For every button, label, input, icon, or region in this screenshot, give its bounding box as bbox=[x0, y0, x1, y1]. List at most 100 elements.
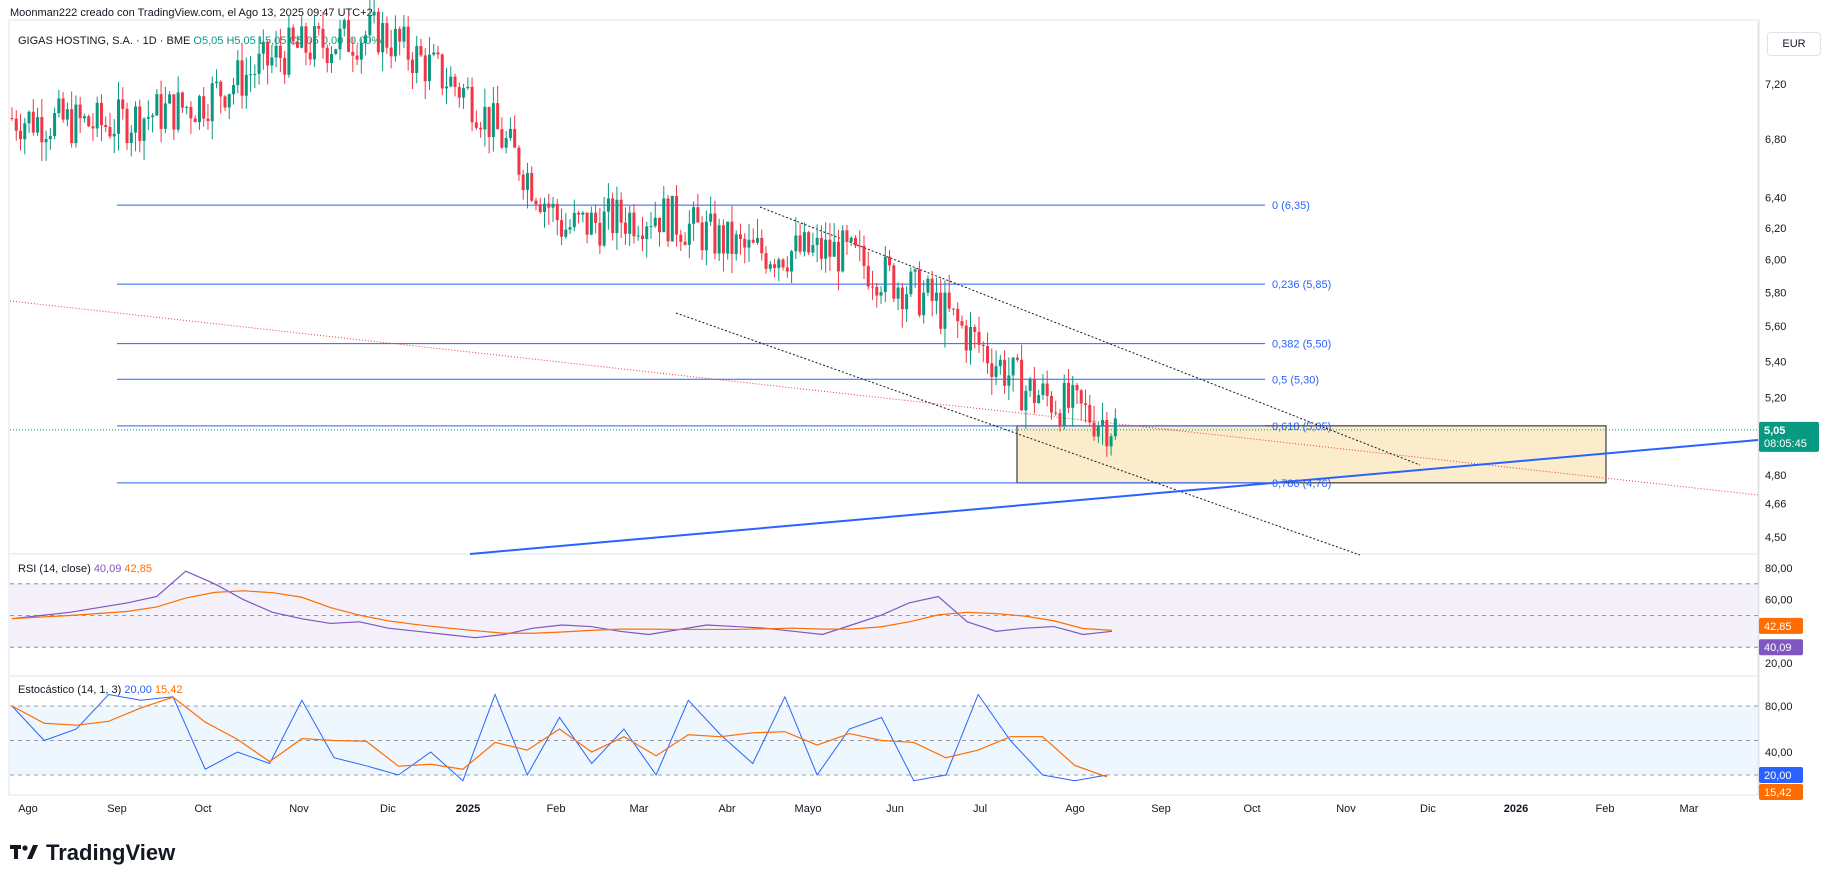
candle-body bbox=[645, 226, 649, 240]
candle-body bbox=[398, 28, 402, 42]
fib-label: 0,382 (5,50) bbox=[1272, 339, 1331, 351]
x-tick-label: Jun bbox=[886, 803, 904, 815]
candle-body bbox=[1066, 382, 1070, 408]
candle-body bbox=[36, 117, 40, 133]
candle-body bbox=[862, 245, 866, 266]
candle-body bbox=[807, 232, 811, 253]
candle-body bbox=[172, 94, 176, 130]
candle-body bbox=[1113, 418, 1117, 437]
candle-body bbox=[636, 235, 640, 237]
candle-body bbox=[23, 123, 27, 140]
rsi-legend: RSI (14, close) 40,09 42,85 bbox=[18, 563, 152, 575]
candle-body bbox=[781, 259, 785, 268]
candle-body bbox=[543, 203, 546, 212]
candle-body bbox=[440, 54, 444, 89]
rsi-value: 40,09 bbox=[93, 563, 122, 575]
symbol-name: GIGAS HOSTING, S.A. · 1D · BME bbox=[18, 35, 191, 47]
brand-name: TradingView bbox=[46, 840, 176, 865]
candle-body bbox=[623, 222, 627, 234]
x-tick-label: Oct bbox=[194, 803, 211, 815]
candle-body bbox=[692, 207, 696, 224]
candle-body bbox=[969, 327, 972, 351]
candle-body bbox=[513, 128, 517, 148]
candle-body bbox=[168, 94, 172, 104]
x-tick-label: Mar bbox=[1680, 803, 1699, 815]
support-trendline bbox=[469, 439, 1759, 555]
candle-body bbox=[99, 102, 103, 126]
candle-body bbox=[1062, 382, 1066, 427]
candle-body bbox=[734, 234, 738, 254]
candle-body bbox=[244, 74, 248, 96]
candle-body bbox=[1041, 383, 1045, 396]
candle-body bbox=[491, 103, 495, 138]
stoch-d-badge-text: 15,42 bbox=[1764, 787, 1792, 799]
candle-body bbox=[261, 41, 265, 54]
candle-body bbox=[146, 117, 150, 119]
candle-body bbox=[112, 133, 116, 137]
candle-body bbox=[849, 237, 853, 242]
candle-body bbox=[726, 221, 730, 254]
candle-body bbox=[594, 212, 598, 223]
candle-body bbox=[841, 230, 845, 272]
stoch-k-line bbox=[11, 693, 1108, 782]
candle-body bbox=[790, 251, 794, 272]
candle-body bbox=[1088, 404, 1092, 423]
candle-body bbox=[913, 269, 917, 272]
candle-body bbox=[666, 198, 670, 242]
candle-body bbox=[10, 118, 14, 120]
candle-body bbox=[798, 235, 802, 252]
price-tick-label: 6,80 bbox=[1765, 134, 1786, 146]
candle-body bbox=[266, 41, 270, 66]
candle-body bbox=[462, 88, 466, 98]
candle-body bbox=[321, 28, 325, 48]
rsi-badge bbox=[1759, 639, 1803, 656]
x-tick-label: 2026 bbox=[1504, 803, 1528, 815]
candle-body bbox=[845, 230, 849, 242]
candle-body bbox=[53, 113, 57, 137]
candle-body bbox=[909, 271, 913, 295]
candle-body bbox=[312, 26, 316, 60]
stoch-tick-label: 40,00 bbox=[1765, 747, 1793, 759]
candle-body bbox=[193, 118, 197, 123]
candle-body bbox=[1007, 375, 1011, 386]
candle-body bbox=[65, 109, 69, 120]
candle-body bbox=[240, 60, 244, 96]
candle-body bbox=[410, 59, 414, 73]
last-price-value: 5,05 bbox=[1764, 425, 1785, 437]
tv-logo-icon bbox=[10, 841, 40, 867]
candle-body bbox=[743, 238, 747, 248]
candle-body bbox=[504, 138, 508, 148]
candle-body bbox=[138, 106, 142, 141]
stoch-k-value: 20,00 bbox=[124, 684, 152, 696]
stoch-k-badge bbox=[1759, 767, 1803, 783]
currency-button[interactable]: EUR bbox=[1767, 32, 1821, 56]
candle-body bbox=[31, 111, 35, 133]
tradingview-logo[interactable]: TradingView bbox=[10, 840, 175, 867]
candle-body bbox=[934, 292, 938, 301]
candle-body bbox=[922, 292, 926, 316]
rsi-title: RSI (14, close) bbox=[18, 563, 91, 575]
candle-body bbox=[483, 106, 487, 130]
price-tick-label: 5,80 bbox=[1765, 287, 1786, 299]
x-tick-label: 2025 bbox=[456, 803, 480, 815]
fib-label: 0 (6,35) bbox=[1272, 200, 1310, 212]
candle-body bbox=[270, 57, 274, 66]
candle-body bbox=[568, 227, 572, 230]
candle-body bbox=[104, 125, 108, 127]
candle-body bbox=[802, 232, 806, 252]
stoch-k-badge-text: 20,00 bbox=[1764, 770, 1792, 782]
x-tick-label: Oct bbox=[1243, 803, 1260, 815]
candle-body bbox=[670, 195, 674, 242]
rsi-tick-label: 20,00 bbox=[1765, 658, 1793, 670]
candle-body bbox=[858, 245, 862, 247]
candle-body bbox=[836, 241, 840, 272]
candle-body bbox=[300, 26, 304, 48]
candle-body bbox=[628, 212, 632, 234]
candle-body bbox=[687, 223, 691, 245]
candle-body bbox=[40, 117, 44, 143]
x-tick-label: Feb bbox=[547, 803, 566, 815]
candle-body bbox=[368, 15, 372, 36]
candle-body bbox=[304, 26, 308, 53]
candle-body bbox=[19, 130, 23, 140]
